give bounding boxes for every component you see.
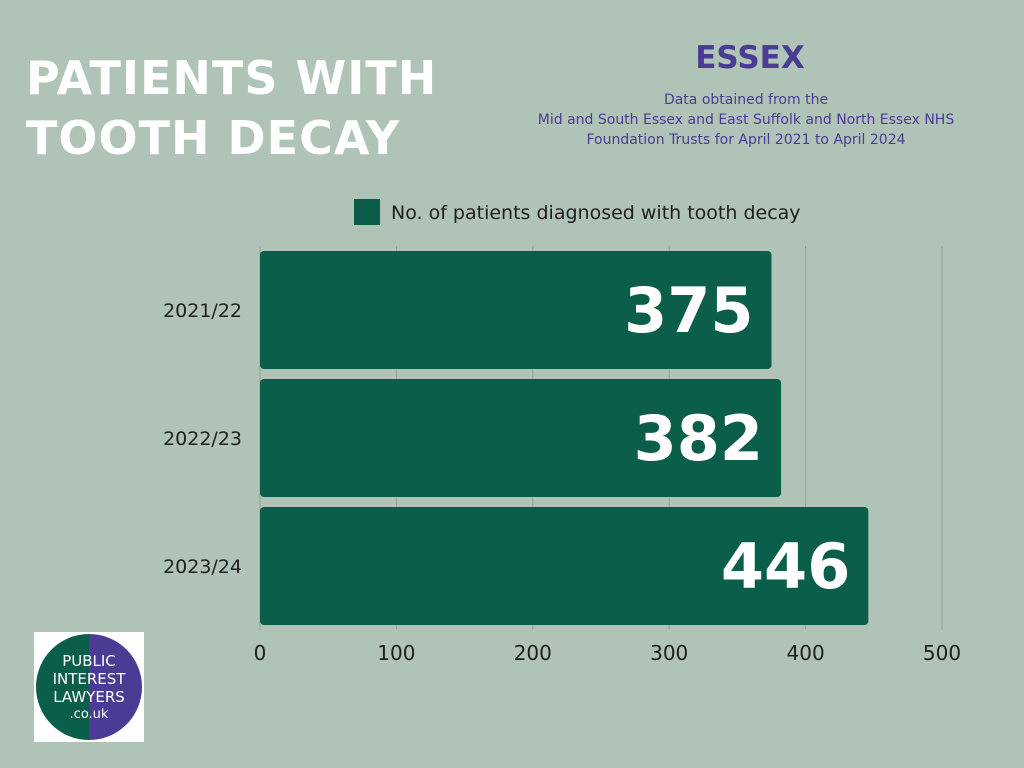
x-tick-label: 100 <box>377 641 415 665</box>
x-tick-label: 500 <box>923 641 961 665</box>
source-note: Data obtained from the Mid and South Ess… <box>500 90 992 150</box>
chart-legend: No. of patients diagnosed with tooth dec… <box>354 199 801 225</box>
bar-2022/23 <box>260 379 782 497</box>
category-label: 2021/22 <box>163 300 242 322</box>
bar-value-label: 382 <box>634 402 763 475</box>
bar-value-label: 375 <box>624 274 753 347</box>
logo-text-line-4: .co.uk <box>70 707 109 722</box>
chart-title-line-1: PATIENTS WITH <box>26 51 438 105</box>
source-note-line-1: Data obtained from the <box>663 92 829 108</box>
category-label: 2022/23 <box>163 428 242 450</box>
logo-circle-left <box>36 634 89 740</box>
bar-2023/24 <box>260 507 869 625</box>
legend-swatch <box>354 199 380 225</box>
logo-text-line-1: PUBLIC <box>62 652 116 670</box>
legend-label: No. of patients diagnosed with tooth dec… <box>391 202 801 224</box>
x-tick-label: 200 <box>514 641 552 665</box>
logo-circle-right <box>89 634 142 740</box>
x-tick-label: 300 <box>650 641 688 665</box>
x-tick-label: 400 <box>787 641 825 665</box>
chart-title-line-2: TOOTH DECAY <box>26 111 401 165</box>
logo-text-line-3: LAWYERS <box>53 688 125 706</box>
bar-value-label: 446 <box>721 530 850 603</box>
chart-bars <box>260 251 869 625</box>
source-note-line-3: Foundation Trusts for April 2021 to Apri… <box>586 132 906 148</box>
chart-title: PATIENTS WITH TOOTH DECAY <box>26 48 437 168</box>
region-heading: ESSEX <box>695 40 805 76</box>
bar-2021/22 <box>260 251 772 369</box>
x-tick-label: 0 <box>254 641 267 665</box>
public-interest-lawyers-logo: PUBLIC INTEREST LAWYERS .co.uk <box>34 632 144 742</box>
logo-text-line-2: INTEREST <box>53 670 127 688</box>
source-note-line-2: Mid and South Essex and East Suffolk and… <box>537 112 955 128</box>
category-label: 2023/24 <box>163 556 242 578</box>
chart-labels: 0 100 200 300 400 500 375 2021/22 382 2022/23 446 2… <box>163 274 961 665</box>
